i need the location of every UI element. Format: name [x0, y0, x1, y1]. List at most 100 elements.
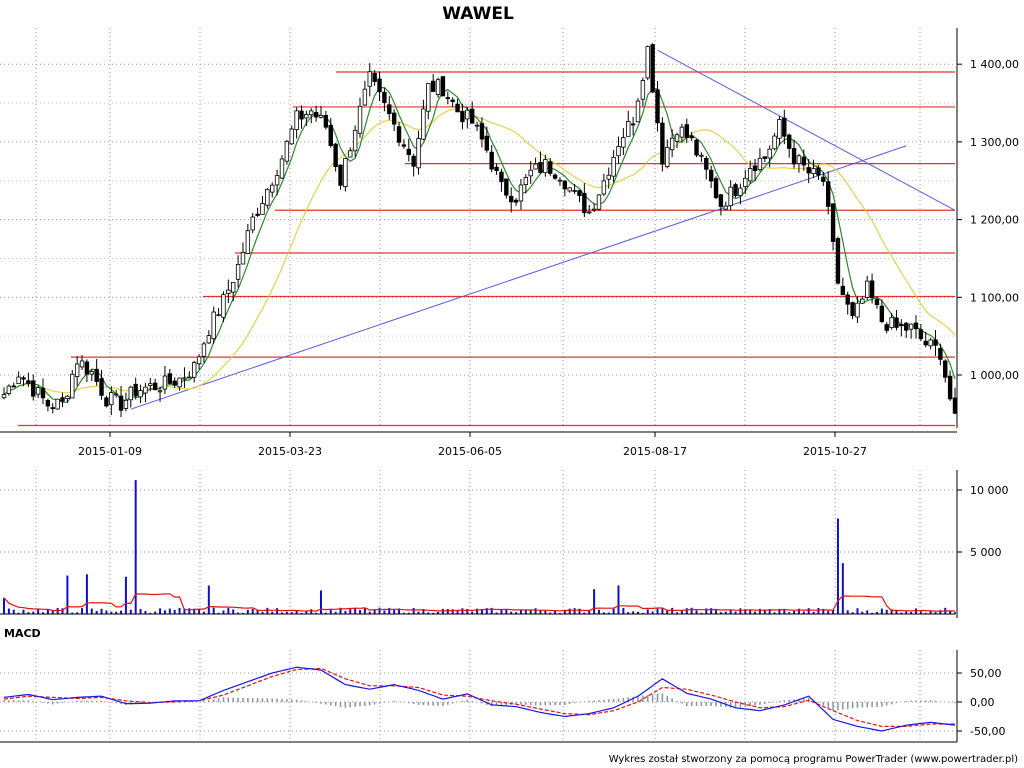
volume-bar [617, 585, 620, 614]
volume-bar [471, 611, 474, 614]
candle-body [830, 203, 836, 242]
volume-bar [519, 609, 522, 614]
candle-body [552, 174, 558, 179]
candle-body [455, 103, 460, 113]
volume-bar [437, 611, 440, 614]
candle-body [826, 181, 831, 207]
volume-bar [368, 611, 371, 614]
volume-bar [32, 611, 35, 614]
candle-body [684, 124, 689, 138]
volume-bar [934, 612, 937, 614]
candle-body [918, 329, 924, 340]
volume-bar [7, 608, 10, 614]
volume-bar [280, 612, 283, 614]
volume-bar [51, 610, 54, 614]
candle-body [587, 211, 592, 214]
candle-body [31, 380, 36, 397]
candle-body [738, 187, 743, 196]
macd-panel [3, 666, 956, 732]
volume-bar [524, 610, 527, 614]
candle-body [440, 76, 446, 97]
volume-bar [285, 611, 288, 614]
candle-body [694, 139, 699, 156]
candle-body [865, 280, 870, 298]
candle-body [328, 125, 333, 146]
candle-body [94, 368, 99, 382]
volume-bar [900, 612, 903, 614]
candle-body [289, 128, 294, 145]
trendline [130, 145, 907, 410]
volume-bar [261, 611, 264, 614]
volume-tick-label: 10 000 [970, 484, 1009, 497]
candle-body [1, 394, 7, 399]
y-tick-label: 1 000,00 [970, 369, 1019, 382]
volume-bar [159, 608, 162, 614]
candle-body [733, 184, 738, 197]
chart-title: WAWEL [442, 4, 514, 24]
volume-bar [329, 609, 332, 614]
volume-bar [875, 612, 878, 614]
candle-body [313, 112, 319, 118]
candle-body [713, 178, 719, 199]
candle-body [611, 156, 616, 177]
candle-body [104, 397, 109, 407]
candle-body [528, 169, 533, 177]
candle-body [16, 376, 21, 385]
candle-body [162, 375, 168, 390]
candle-body [777, 119, 782, 139]
volume-bar [432, 612, 435, 614]
volume-bar [188, 608, 191, 614]
volume-bar [534, 608, 537, 614]
candle-body [55, 398, 60, 410]
candle-body [352, 129, 358, 152]
x-tick-label: 2015-01-09 [78, 445, 142, 458]
candle-body [187, 376, 192, 379]
candle-body [616, 146, 621, 157]
candle-body [850, 302, 855, 317]
candle-body [689, 135, 694, 139]
volume-bar [246, 609, 249, 614]
candle-body [133, 383, 138, 397]
volume-bar [183, 608, 186, 614]
candle-body [572, 190, 577, 192]
y-tick-label: 1 200,00 [970, 214, 1019, 227]
candle-body [669, 137, 675, 151]
candle-body [177, 377, 182, 388]
volume-average-line [3, 593, 956, 612]
candle-body [201, 343, 207, 357]
candle-body [35, 387, 41, 395]
volume-bar [822, 608, 825, 614]
volume-bar [802, 611, 805, 614]
candle-body [333, 143, 338, 168]
volume-bar [885, 609, 888, 614]
volume-bar [193, 608, 196, 614]
volume-bar [646, 609, 649, 614]
candle-body [494, 166, 499, 171]
volume-bar [719, 612, 722, 614]
candle-body [913, 322, 919, 330]
volume-bar [178, 608, 181, 614]
candle-body [11, 385, 16, 388]
volume-bar [773, 612, 776, 614]
volume-bar [861, 611, 864, 614]
y-tick-label: 1 400,00 [970, 58, 1019, 71]
x-tick-label: 2015-03-23 [258, 445, 322, 458]
candle-body [221, 294, 226, 318]
volume-bar [139, 608, 142, 614]
candle-body [182, 377, 187, 380]
candle-body [396, 126, 402, 143]
candle-body [904, 322, 909, 331]
candle-body [567, 187, 572, 192]
volume-bar [505, 609, 508, 614]
volume-bar [173, 609, 176, 614]
volume-bar [500, 609, 503, 614]
candle-body [952, 397, 958, 414]
candle-body [84, 361, 90, 375]
volume-bar [232, 609, 235, 614]
macd-panel-label: MACD [4, 627, 41, 640]
volume-bar [797, 608, 800, 614]
candle-body [943, 360, 948, 378]
trendlines [130, 49, 956, 410]
volume-bar [690, 607, 693, 614]
candle-body [665, 147, 670, 168]
